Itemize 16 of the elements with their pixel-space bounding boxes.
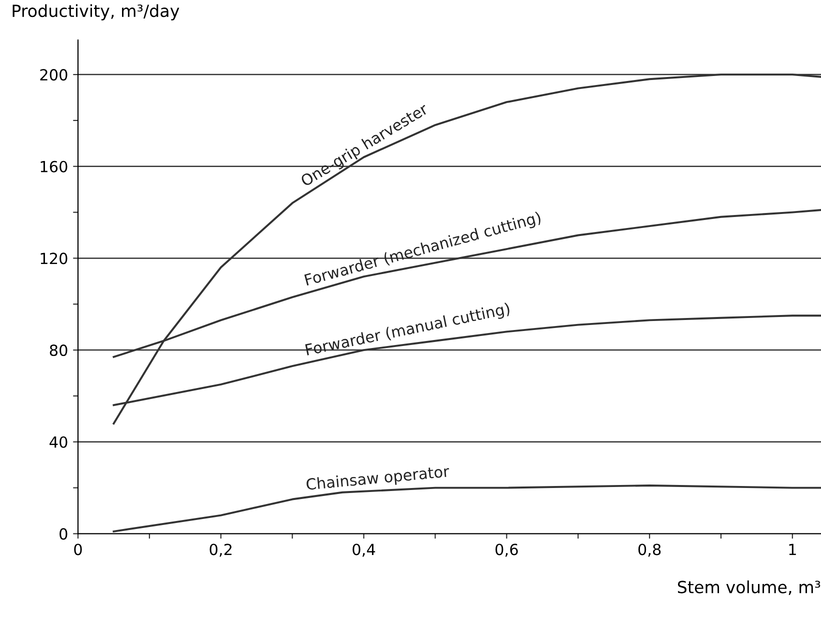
y-axis-title: Productivity, m³/day — [12, 4, 180, 20]
x-tick-label: 0,4 — [352, 544, 376, 557]
text: Forwarder (manual cutting) — [305, 302, 511, 358]
x-tick-label: 0,6 — [496, 544, 518, 557]
y-tick-label: 80 — [50, 344, 68, 356]
x-tick-label: 0,8 — [638, 544, 661, 557]
text: Chainsaw operator — [306, 464, 450, 494]
x-axis-title: Stem volume, m³ — [678, 580, 820, 596]
y-tick-label: 200 — [40, 69, 68, 81]
x-tick-label: 1 — [789, 544, 796, 556]
x-tick-label: 0 — [74, 544, 82, 556]
y-tick-label: 0 — [60, 528, 68, 540]
y-tick-label: 120 — [40, 252, 68, 264]
y-tick-label: 160 — [40, 160, 68, 172]
x-tick-label: 0,2 — [210, 544, 232, 557]
y-tick-label: 40 — [50, 436, 68, 448]
